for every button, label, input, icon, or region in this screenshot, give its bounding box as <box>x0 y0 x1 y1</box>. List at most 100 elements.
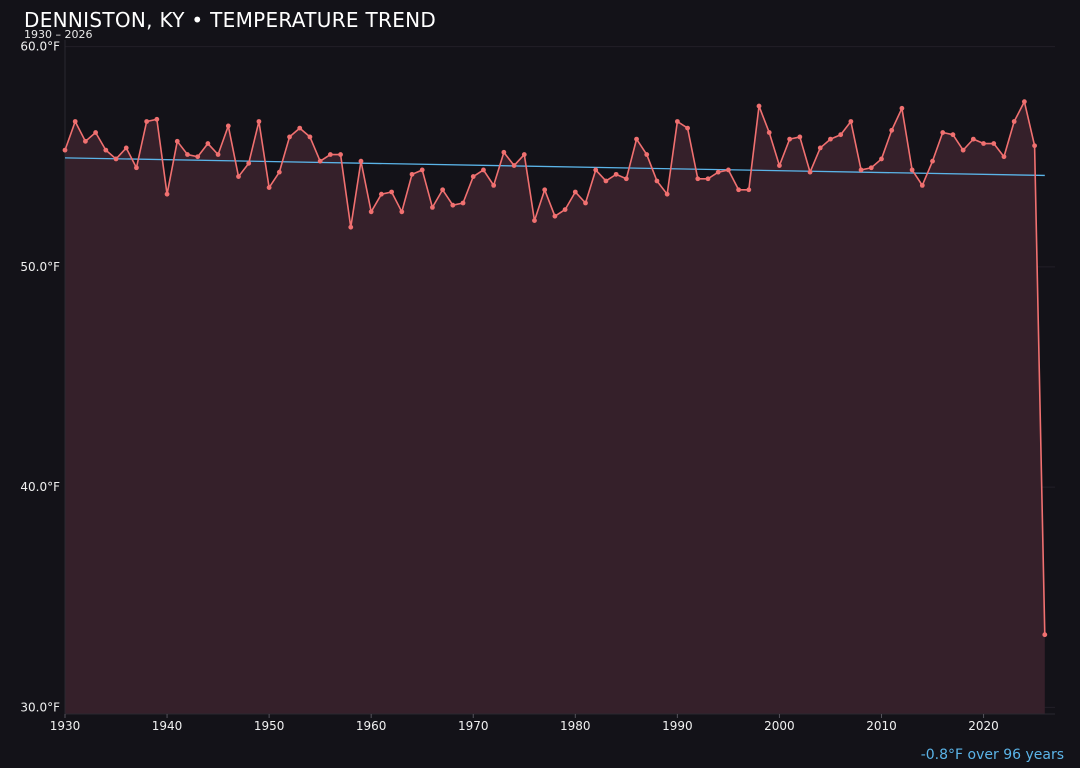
y-axis-ticks: 30.0°F 40.0°F 50.0°F 60.0°F <box>20 40 60 715</box>
data-point <box>521 152 527 157</box>
data-point <box>123 145 129 151</box>
data-point <box>532 218 537 224</box>
data-point <box>1032 143 1037 149</box>
y-tick-label: 40.0°F <box>20 480 60 494</box>
trend-line-group <box>64 157 1045 177</box>
data-point <box>113 156 119 162</box>
data-point <box>83 138 88 144</box>
data-point <box>817 145 823 151</box>
data-point <box>389 189 394 195</box>
data-point <box>103 147 109 153</box>
data-point <box>542 187 548 193</box>
data-point <box>909 167 915 173</box>
area-fill <box>65 101 1045 714</box>
data-point <box>430 204 435 210</box>
data-point <box>399 209 405 215</box>
data-point <box>1011 119 1017 124</box>
data-point <box>879 156 884 162</box>
x-tick-label: 1950 <box>254 719 285 733</box>
data-point <box>981 141 986 146</box>
data-point <box>338 152 343 157</box>
data-point <box>501 149 507 155</box>
data-point <box>144 119 150 124</box>
data-point <box>205 141 211 146</box>
data-point <box>746 187 752 193</box>
data-point <box>1001 154 1007 160</box>
data-point <box>297 125 303 131</box>
data-point <box>583 200 588 206</box>
y-tick-label: 30.0°F <box>20 700 60 714</box>
data-point <box>1042 632 1048 638</box>
data-point <box>593 167 599 173</box>
data-point <box>276 169 282 175</box>
data-point <box>950 132 956 138</box>
data-point <box>552 213 558 219</box>
data-point <box>726 167 731 173</box>
chart-title: DENNISTON, KY • TEMPERATURE TREND <box>24 8 437 32</box>
data-point <box>919 182 925 188</box>
data-point <box>378 191 384 197</box>
data-point <box>409 171 415 177</box>
x-tick-label: 2020 <box>968 719 999 733</box>
trend-change-note: -0.8°F over 96 years <box>920 747 1064 763</box>
data-point <box>450 202 456 208</box>
data-point <box>603 178 609 184</box>
data-point <box>236 174 241 179</box>
data-point <box>307 134 313 140</box>
data-point <box>174 138 180 144</box>
data-point <box>777 163 782 168</box>
data-point <box>491 182 497 188</box>
data-point <box>756 103 762 109</box>
data-point <box>868 165 874 171</box>
data-point <box>348 224 354 230</box>
data-point <box>797 134 803 140</box>
data-point <box>787 136 793 142</box>
data-point <box>470 174 476 179</box>
data-point <box>664 191 670 197</box>
data-point <box>287 134 292 140</box>
data-point <box>266 185 272 190</box>
data-point <box>327 152 333 157</box>
data-point <box>460 200 466 206</box>
x-axis-ticks: 1930 1940 1950 1960 1970 1980 1990 2000 2010 2020 <box>50 714 999 733</box>
data-point <box>685 125 690 131</box>
data-point <box>246 160 252 166</box>
trend-line <box>64 157 1045 177</box>
data-point <box>838 132 844 138</box>
data-point <box>766 130 772 135</box>
x-tick-label: 1980 <box>560 719 591 733</box>
x-tick-label: 1940 <box>152 719 183 733</box>
x-tick-label: 1990 <box>662 719 693 733</box>
data-point <box>623 176 629 182</box>
data-point <box>358 158 364 164</box>
data-point <box>185 152 190 157</box>
data-point <box>368 209 374 215</box>
data-point <box>154 116 160 122</box>
data-point <box>72 119 78 124</box>
data-point <box>828 136 833 142</box>
data-point <box>674 119 680 124</box>
y-tick-label: 50.0°F <box>20 260 60 274</box>
data-point <box>715 169 721 175</box>
data-point <box>164 191 170 197</box>
data-point <box>1021 99 1027 105</box>
data-point <box>899 105 905 111</box>
data-point <box>613 171 619 177</box>
data-point <box>991 141 997 146</box>
data-point <box>215 152 221 157</box>
data-point <box>440 187 446 193</box>
data-points-group <box>62 99 1048 638</box>
data-point <box>511 163 517 168</box>
data-point <box>705 176 711 182</box>
x-tick-label: 1960 <box>356 719 387 733</box>
data-point <box>562 207 568 213</box>
data-point <box>889 127 895 133</box>
data-point <box>225 123 231 129</box>
area-fill-group <box>65 101 1045 714</box>
data-point <box>858 167 864 173</box>
data-point <box>848 119 854 124</box>
data-point <box>807 169 813 175</box>
data-point <box>62 147 68 153</box>
data-point <box>654 178 660 184</box>
